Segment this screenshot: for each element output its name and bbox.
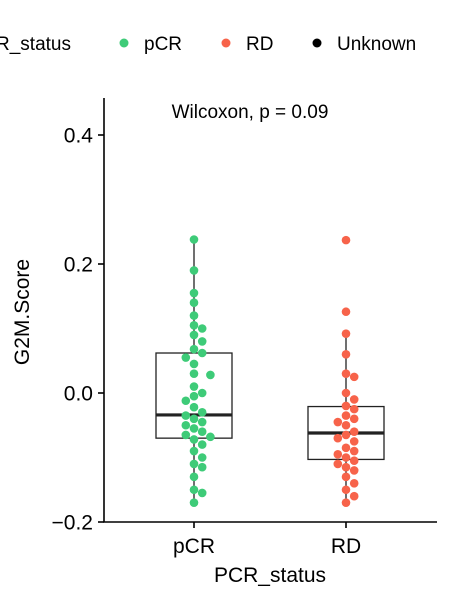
y-axis: −0.2 0.0 0.2 0.4	[52, 98, 105, 535]
x-axis-title: PCR_status	[214, 564, 326, 587]
point-pcr	[181, 396, 191, 406]
point-pcr	[189, 369, 199, 378]
y-tick-label: 0.0	[64, 383, 93, 406]
legend: R_status pCR RD Unknown	[0, 34, 416, 55]
point-pcr	[189, 298, 199, 308]
point-rd	[333, 459, 343, 469]
point-rd	[349, 466, 359, 475]
point-rd	[341, 307, 351, 317]
point-pcr	[206, 432, 215, 442]
point-pcr	[197, 427, 207, 437]
point-pcr	[189, 235, 199, 244]
point-pcr	[181, 430, 191, 440]
point-rd	[333, 433, 343, 443]
y-tick-label: −0.2	[52, 512, 93, 535]
legend-label-rd: RD	[246, 34, 273, 55]
legend-entries: pCR RD Unknown	[119, 34, 416, 55]
point-rd	[341, 350, 351, 359]
point-pcr	[197, 324, 207, 333]
point-pcr	[189, 414, 199, 424]
point-pcr	[189, 359, 199, 369]
point-pcr	[197, 453, 207, 462]
point-pcr	[189, 320, 199, 330]
point-pcr	[197, 408, 207, 417]
point-pcr	[189, 266, 199, 275]
legend-key-rd	[221, 38, 231, 48]
point-rd	[341, 420, 351, 430]
point-pcr	[181, 411, 191, 420]
point-pcr	[189, 446, 199, 456]
wilcoxon-annotation: Wilcoxon, p = 0.09	[172, 102, 329, 123]
legend-label-pcr: pCR	[144, 34, 182, 55]
point-rd	[333, 449, 343, 459]
point-rd	[349, 456, 359, 466]
point-rd	[341, 329, 351, 338]
x-tick-label-pcr: pCR	[173, 535, 215, 558]
x-axis: pCR RD	[103, 521, 437, 558]
point-pcr	[189, 485, 199, 495]
point-pcr	[197, 440, 207, 449]
point-pcr	[181, 353, 191, 362]
point-pcr	[197, 388, 207, 398]
point-pcr	[189, 402, 199, 412]
point-pcr	[197, 488, 207, 498]
point-rd	[341, 411, 351, 420]
legend-label-unknown: Unknown	[337, 34, 416, 55]
data-points	[181, 235, 359, 507]
point-pcr	[189, 391, 199, 401]
point-rd	[349, 395, 359, 404]
point-pcr	[189, 498, 199, 507]
y-tick-label: 0.2	[64, 254, 93, 277]
point-rd	[341, 443, 351, 453]
point-pcr	[197, 462, 207, 472]
point-pcr	[189, 435, 199, 444]
point-rd	[349, 427, 359, 437]
point-rd	[341, 453, 351, 462]
point-rd	[341, 401, 351, 411]
point-pcr	[189, 424, 199, 433]
x-tick-label-rd: RD	[331, 535, 361, 558]
point-rd	[341, 235, 351, 245]
point-pcr	[189, 382, 199, 391]
point-pcr	[181, 420, 191, 430]
point-pcr	[197, 337, 207, 346]
point-rd	[341, 388, 351, 398]
point-rd	[349, 404, 359, 414]
y-tick-label: 0.4	[64, 125, 94, 148]
point-rd	[349, 414, 359, 424]
point-rd	[333, 417, 343, 427]
point-rd	[341, 485, 351, 495]
point-rd	[341, 472, 351, 482]
y-axis-title: G2M.Score	[11, 259, 34, 365]
point-rd	[349, 479, 359, 488]
point-rd	[349, 491, 359, 501]
point-pcr	[189, 472, 199, 482]
point-rd	[349, 437, 359, 446]
point-rd	[349, 446, 359, 456]
point-pcr	[189, 330, 199, 340]
point-pcr	[189, 288, 199, 298]
legend-key-pcr	[119, 38, 129, 48]
point-pcr	[189, 459, 199, 469]
legend-key-unknown	[312, 38, 322, 48]
point-rd	[341, 498, 351, 507]
point-pcr	[206, 370, 215, 380]
point-rd	[341, 462, 351, 472]
point-rd	[341, 369, 351, 378]
point-pcr	[189, 311, 199, 320]
point-pcr	[189, 344, 199, 354]
legend-title: R_status	[0, 34, 71, 55]
point-pcr	[197, 348, 207, 358]
point-pcr	[197, 417, 207, 427]
point-rd	[341, 430, 351, 440]
point-rd	[349, 372, 359, 382]
